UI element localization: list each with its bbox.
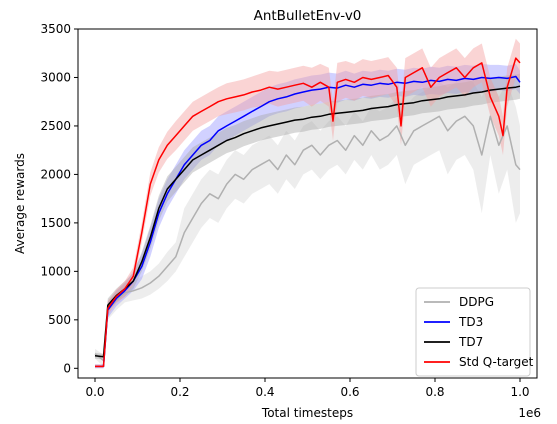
legend-label-std-q-target: Std Q-target — [459, 355, 534, 369]
y-tick-label: 2000 — [40, 167, 71, 181]
y-axis-label: Average rewards — [13, 153, 27, 254]
band-td3 — [95, 63, 520, 369]
y-tick-label: 2500 — [40, 119, 71, 133]
x-axis-ticks: 0.0 0.2 0.4 0.6 0.8 1.0 — [85, 378, 530, 399]
line-ddpg — [94, 115, 521, 362]
legend-label-ddpg: DDPG — [459, 295, 494, 309]
y-tick-label: 1500 — [40, 216, 71, 230]
y-tick-label: 3500 — [40, 22, 71, 36]
y-tick-label: 500 — [48, 313, 71, 327]
legend: DDPG TD3 TD7 Std Q-target — [415, 287, 534, 377]
plot-frame — [77, 28, 538, 379]
x-tick-label: 0.2 — [170, 385, 189, 399]
legend-label-td7: TD7 — [458, 335, 483, 349]
x-axis-offset-label: 1e6 — [518, 406, 541, 420]
chart-title: AntBulletEnv-v0 — [254, 8, 362, 24]
line-std-q-target — [95, 57, 521, 368]
x-tick-label: 1.0 — [510, 385, 529, 399]
y-tick-label: 0 — [63, 361, 71, 375]
y-axis-ticks: 0 500 1000 1500 2000 2500 3000 3500 — [40, 22, 78, 375]
series-lines — [94, 57, 521, 368]
legend-box — [415, 287, 531, 377]
x-tick-label: 0.0 — [85, 385, 104, 399]
line-td7 — [94, 85, 521, 358]
band-ddpg — [95, 77, 520, 367]
y-tick-label: 3000 — [40, 70, 71, 84]
legend-label-td3: TD3 — [458, 315, 483, 329]
x-tick-label: 0.6 — [340, 385, 359, 399]
x-tick-label: 0.8 — [425, 385, 444, 399]
band-std-q-target — [95, 38, 520, 369]
y-tick-label: 1000 — [40, 264, 71, 278]
x-tick-label: 0.4 — [255, 385, 274, 399]
x-axis-label: Total timesteps — [261, 406, 353, 420]
line-td3 — [95, 75, 521, 368]
